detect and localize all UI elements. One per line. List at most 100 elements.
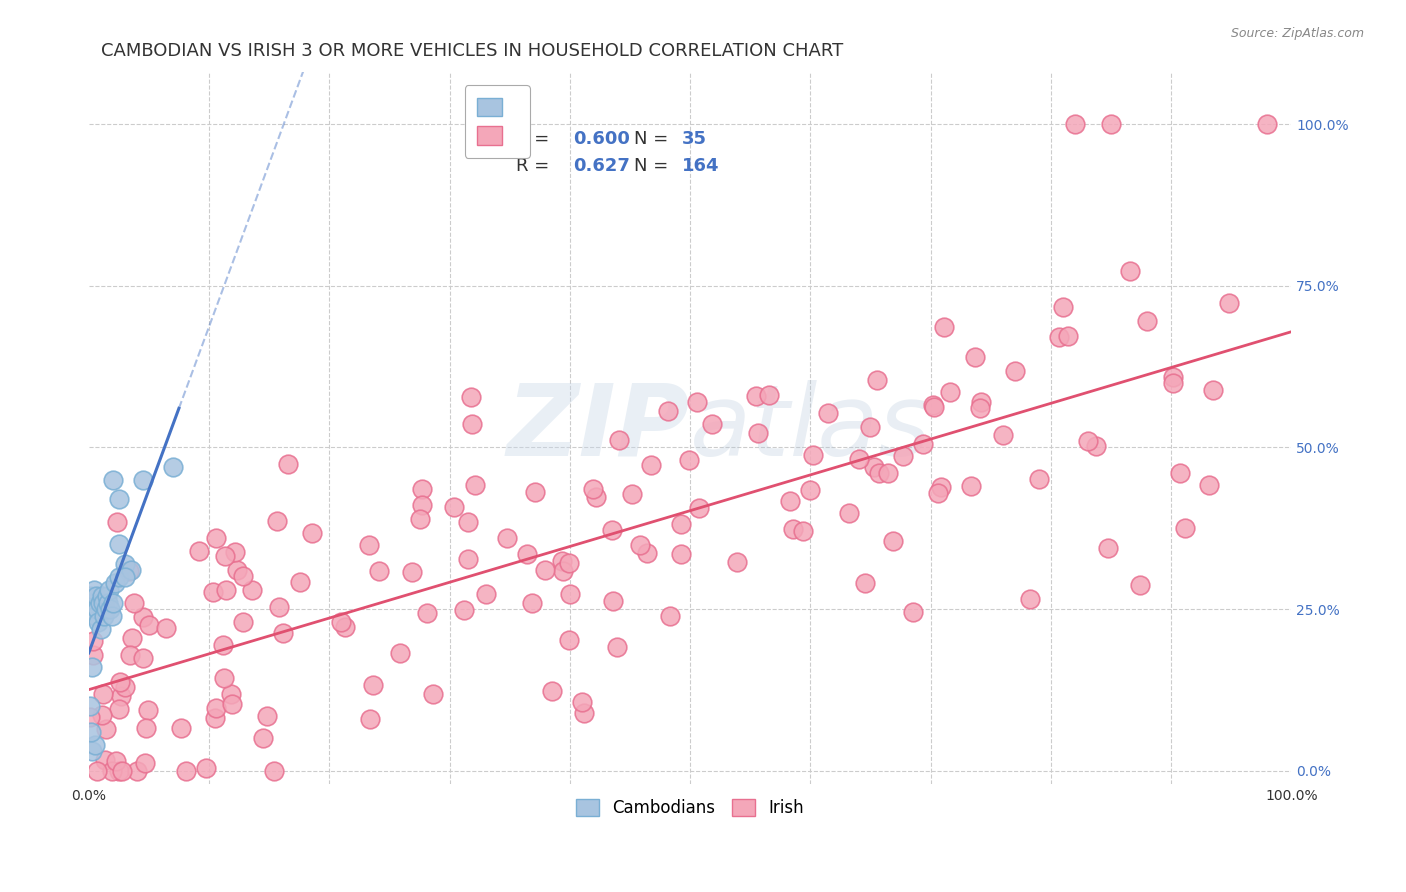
Point xyxy=(453,603,475,617)
Point xyxy=(801,448,824,462)
Point xyxy=(929,480,952,494)
Point xyxy=(523,485,546,500)
Point xyxy=(866,373,889,387)
Point xyxy=(212,671,235,685)
Point xyxy=(702,417,724,431)
Point xyxy=(108,702,131,716)
Point xyxy=(94,722,117,736)
Point xyxy=(411,482,433,496)
Point xyxy=(89,596,111,610)
Point xyxy=(636,546,658,560)
Point xyxy=(1163,376,1185,391)
Point xyxy=(475,586,498,600)
Point xyxy=(541,683,564,698)
Point xyxy=(876,466,898,480)
Point xyxy=(553,565,575,579)
Point xyxy=(84,589,107,603)
Point xyxy=(111,764,134,778)
Point xyxy=(288,575,311,590)
Point xyxy=(799,483,821,498)
Point xyxy=(969,401,991,416)
Point xyxy=(80,596,103,610)
Point xyxy=(464,477,486,491)
Point xyxy=(1198,478,1220,492)
Point xyxy=(91,589,114,603)
Point xyxy=(82,634,104,648)
Point xyxy=(1097,541,1119,556)
Legend: Cambodians, Irish: Cambodians, Irish xyxy=(568,790,813,825)
Point xyxy=(534,563,557,577)
Text: N =: N = xyxy=(634,130,673,148)
Point xyxy=(745,389,768,403)
Point xyxy=(214,549,236,564)
Point xyxy=(605,640,627,654)
Point xyxy=(93,608,115,623)
Point xyxy=(226,563,249,577)
Point xyxy=(215,582,238,597)
Point xyxy=(232,615,254,630)
Point xyxy=(1077,434,1099,448)
Point xyxy=(460,391,482,405)
Point xyxy=(107,764,129,778)
Text: 164: 164 xyxy=(682,157,718,176)
Text: 35: 35 xyxy=(682,130,707,148)
Text: CAMBODIAN VS IRISH 3 OR MORE VEHICLES IN HOUSEHOLD CORRELATION CHART: CAMBODIAN VS IRISH 3 OR MORE VEHICLES IN… xyxy=(101,42,844,60)
Point xyxy=(516,547,538,561)
Point xyxy=(132,473,155,487)
Point xyxy=(107,570,129,584)
Point xyxy=(640,458,662,473)
Point xyxy=(1004,364,1026,378)
Point xyxy=(105,515,128,529)
Point xyxy=(574,706,596,720)
Point xyxy=(122,596,145,610)
Point xyxy=(1047,330,1070,344)
Point xyxy=(1129,578,1152,592)
Point xyxy=(114,570,136,584)
Point xyxy=(817,406,839,420)
Point xyxy=(267,599,290,614)
Point xyxy=(91,596,114,610)
Point xyxy=(461,417,484,432)
Text: R =: R = xyxy=(516,157,554,176)
Point xyxy=(863,459,886,474)
Point xyxy=(263,764,285,778)
Point xyxy=(970,395,993,409)
Point xyxy=(162,459,184,474)
Point xyxy=(83,582,105,597)
Point xyxy=(97,596,120,610)
Point xyxy=(725,555,748,569)
Point xyxy=(965,350,987,364)
Point xyxy=(132,651,155,665)
Text: 0.627: 0.627 xyxy=(574,157,630,176)
Point xyxy=(932,319,955,334)
Point xyxy=(82,648,104,662)
Point xyxy=(853,575,876,590)
Point xyxy=(782,522,804,536)
Point xyxy=(219,687,242,701)
Point xyxy=(1168,466,1191,480)
Point xyxy=(266,514,288,528)
Point xyxy=(114,680,136,694)
Point xyxy=(79,709,101,723)
Point xyxy=(125,764,148,778)
Point xyxy=(100,764,122,778)
Point xyxy=(114,557,136,571)
Point xyxy=(522,596,544,610)
Point xyxy=(422,687,444,701)
Point xyxy=(94,602,117,616)
Point xyxy=(132,610,155,624)
Point xyxy=(94,753,117,767)
Point xyxy=(747,426,769,441)
Point xyxy=(960,479,983,493)
Point xyxy=(1028,472,1050,486)
Point xyxy=(101,473,124,487)
Point xyxy=(901,605,924,619)
Point xyxy=(194,761,217,775)
Point xyxy=(83,738,105,752)
Point xyxy=(121,632,143,646)
Point xyxy=(101,596,124,610)
Point xyxy=(758,387,780,401)
Point xyxy=(204,711,226,725)
Point xyxy=(1019,592,1042,607)
Point xyxy=(669,547,692,561)
